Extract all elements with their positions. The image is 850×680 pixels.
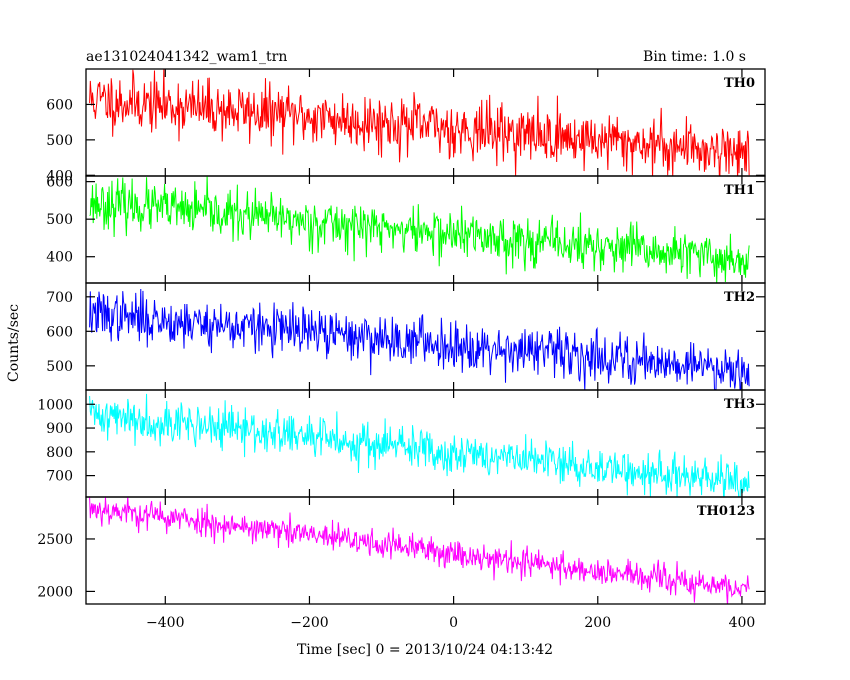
panel-th0: 400 500 600 TH0 — [46, 68, 766, 184]
y-tick-label: 2000 — [37, 584, 73, 600]
y-tick-label: 500 — [46, 133, 73, 149]
series-label-th0123: TH0123 — [697, 504, 755, 519]
bin-time-label: Bin time: 1.0 s — [643, 49, 746, 65]
series-line-th3 — [89, 393, 750, 497]
y-tick-label: 1000 — [37, 397, 73, 413]
series-line-th2 — [89, 288, 750, 390]
series-label-th1: TH1 — [724, 183, 755, 198]
series-line-th0123 — [89, 497, 750, 604]
y-tick-label: 600 — [46, 324, 73, 340]
panel-th0123: 2000 2500 TH0123 — [37, 496, 766, 605]
x-tick-label: 200 — [584, 615, 611, 631]
y-tick-label: 700 — [46, 469, 73, 485]
y-tick-label: 800 — [46, 445, 73, 461]
x-axis-label: Time [sec] 0 = 2013/10/24 04:13:42 — [297, 642, 553, 658]
panel-frame — [85, 496, 766, 605]
panel-frame — [85, 389, 766, 498]
y-tick-label: 400 — [46, 168, 73, 184]
y-tick-label: 400 — [46, 250, 73, 266]
figure-title: ae131024041342_wam1_trn — [86, 49, 287, 65]
y-tick-label: 500 — [46, 212, 73, 228]
y-tick-label: 900 — [46, 421, 73, 437]
series-label-th3: TH3 — [724, 397, 755, 412]
series-label-th2: TH2 — [724, 290, 755, 305]
x-tick-label: 0 — [449, 615, 458, 631]
x-tick-label: −200 — [290, 615, 328, 631]
y-axis-label: Counts/sec — [6, 304, 22, 382]
series-label-th0: TH0 — [724, 76, 755, 91]
x-tick-label: 400 — [729, 615, 756, 631]
panel-th1: 400 500 600 TH1 — [46, 175, 766, 284]
y-tick-label: 600 — [46, 97, 73, 113]
y-tick-label: 500 — [46, 359, 73, 375]
series-line-th1 — [89, 176, 750, 283]
y-tick-label: 2500 — [37, 532, 73, 548]
x-tick-label: −400 — [146, 615, 184, 631]
series-line-th0 — [89, 69, 750, 176]
y-tick-label: 700 — [46, 290, 73, 306]
panels-group: 400 500 600 TH0 400 500 600 TH1 500 600 700 TH2 700 8… — [37, 68, 766, 631]
panel-th2: 500 600 700 TH2 — [46, 282, 766, 391]
panel-th3: 700 800 900 1000 TH3 — [37, 389, 766, 498]
y-tick-label: 600 — [46, 175, 73, 191]
